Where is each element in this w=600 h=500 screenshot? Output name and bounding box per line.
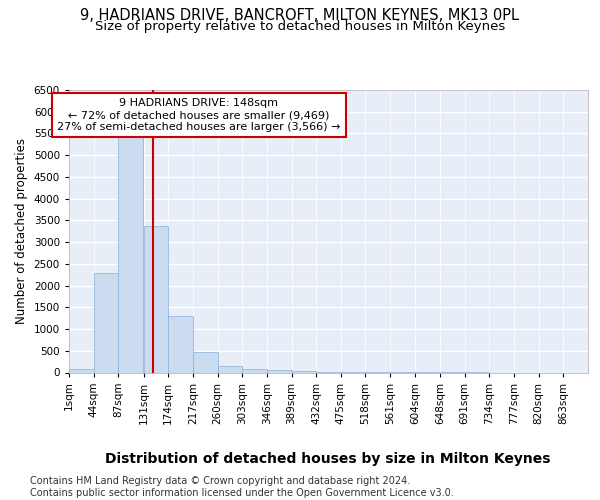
Text: Distribution of detached houses by size in Milton Keynes: Distribution of detached houses by size … — [106, 452, 551, 466]
Bar — [242, 368, 267, 372]
Text: 9 HADRIANS DRIVE: 148sqm
← 72% of detached houses are smaller (9,469)
27% of sem: 9 HADRIANS DRIVE: 148sqm ← 72% of detach… — [57, 98, 340, 132]
Bar — [168, 316, 193, 372]
Text: Size of property relative to detached houses in Milton Keynes: Size of property relative to detached ho… — [95, 20, 505, 33]
Bar — [193, 352, 218, 372]
Bar — [218, 366, 242, 372]
Bar — [143, 226, 168, 372]
Text: Contains HM Land Registry data © Crown copyright and database right 2024.
Contai: Contains HM Land Registry data © Crown c… — [30, 476, 454, 498]
Bar — [292, 371, 316, 372]
Bar — [118, 136, 143, 372]
Bar — [94, 274, 118, 372]
Bar — [69, 369, 94, 372]
Text: 9, HADRIANS DRIVE, BANCROFT, MILTON KEYNES, MK13 0PL: 9, HADRIANS DRIVE, BANCROFT, MILTON KEYN… — [80, 8, 520, 22]
Y-axis label: Number of detached properties: Number of detached properties — [15, 138, 28, 324]
Bar — [267, 370, 292, 372]
